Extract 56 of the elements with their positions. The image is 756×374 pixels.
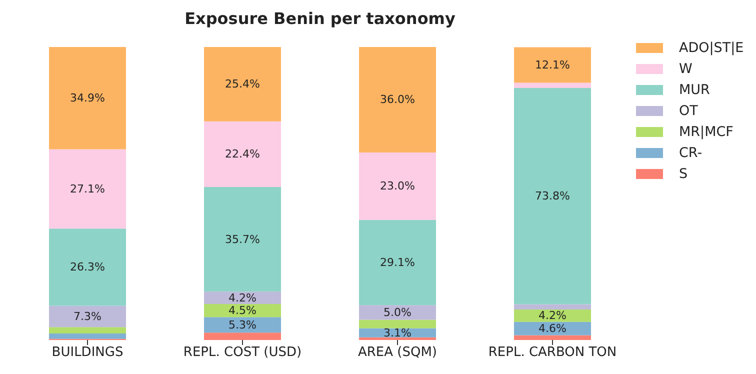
data-label: 4.2%: [538, 309, 566, 322]
data-label: 25.4%: [225, 78, 260, 91]
data-label: 73.8%: [535, 190, 570, 203]
bar: [204, 317, 281, 333]
data-label: 22.4%: [225, 148, 260, 161]
legend-label: W: [679, 60, 692, 76]
data-label: 36.0%: [380, 93, 415, 106]
bar: [514, 335, 591, 340]
bar: [359, 220, 436, 306]
bar: [49, 334, 126, 339]
bar: [514, 82, 591, 88]
x-tick-label: AREA (SQM): [358, 345, 438, 360]
bar: [49, 149, 126, 229]
data-label: 5.3%: [228, 318, 256, 332]
x-tick-label: BUILDINGS: [52, 345, 124, 360]
bar: [359, 305, 436, 320]
data-label: 3.1%: [384, 326, 412, 340]
legend-label: MR|MCF: [679, 124, 734, 140]
data-label: 4.5%: [228, 304, 256, 318]
data-label: 4.2%: [228, 291, 256, 304]
x-tick-label: REPL. CARBON TON: [488, 345, 617, 360]
bar: [514, 304, 591, 310]
legend-label: ADO|ST|E: [679, 40, 744, 56]
x-tick-label: REPL. COST (USD): [183, 345, 302, 360]
data-label: 7.3%: [74, 310, 102, 323]
bar: [204, 47, 281, 122]
data-label: 35.7%: [225, 232, 260, 246]
bar: [49, 327, 126, 334]
legend-label: CR-: [679, 144, 702, 160]
data-label: 12.1%: [535, 58, 570, 72]
legend-label: OT: [679, 102, 698, 118]
data-label: 23.0%: [380, 180, 415, 193]
bar: [49, 47, 126, 150]
data-label: 26.3%: [70, 260, 105, 274]
bar: [514, 310, 591, 322]
legend-label: MUR: [679, 82, 710, 98]
legend-label: S: [679, 166, 688, 182]
data-label: 5.0%: [384, 306, 412, 319]
bar: [514, 322, 591, 336]
bar: [514, 47, 591, 83]
bar: [49, 306, 126, 328]
bar: [204, 292, 281, 304]
bar: [359, 320, 436, 328]
bar: [49, 228, 126, 306]
bar: [359, 152, 436, 220]
data-label: 4.6%: [538, 322, 566, 336]
data-label: 34.9%: [70, 92, 105, 105]
data-label: 27.1%: [70, 182, 105, 196]
data-label: 29.1%: [380, 256, 415, 269]
bar: [514, 88, 591, 304]
chart-title: Exposure Benin per taxonomy: [184, 9, 456, 28]
bar: [359, 47, 436, 152]
bar: [204, 121, 281, 188]
bar: [359, 337, 436, 340]
bar: [204, 332, 281, 340]
bar: [204, 187, 281, 292]
